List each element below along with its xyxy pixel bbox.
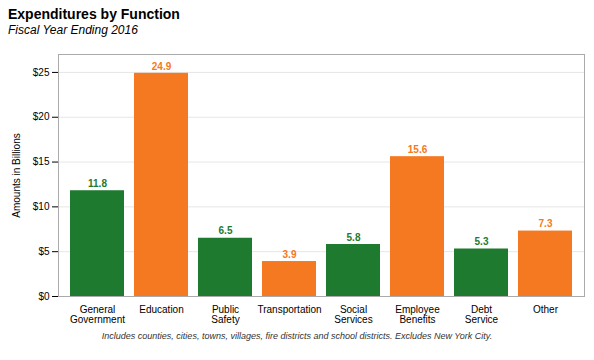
svg-text:7.3: 7.3 [539,218,553,229]
svg-text:$10: $10 [33,201,50,212]
svg-text:$25: $25 [33,67,50,78]
svg-text:3.9: 3.9 [283,249,297,260]
html-text:Fiscal Year Ending 2016: Fiscal Year Ending 2016 [8,23,138,37]
svg-text:$5: $5 [38,246,50,257]
svg-text:Amounts in Billions: Amounts in Billions [11,133,22,217]
svg-text:24.9: 24.9 [152,61,172,72]
svg-text:$20: $20 [33,111,50,122]
svg-text:15.6: 15.6 [408,144,428,155]
svg-text:GeneralGovernment: GeneralGovernment [70,304,125,325]
html-text:Includes counties, cities, tow: Includes counties, cities, towns, villag… [101,331,493,341]
svg-text:Transportation: Transportation [257,304,321,315]
svg-text:$15: $15 [33,156,50,167]
svg-text:6.5: 6.5 [219,225,233,236]
svg-text:SocialServices: SocialServices [334,304,372,325]
svg-text:5.3: 5.3 [475,236,489,247]
svg-text:$0: $0 [38,291,50,302]
svg-text:5.8: 5.8 [347,232,361,243]
svg-text:Other: Other [533,304,559,315]
html-text:Expenditures by Function: Expenditures by Function [8,6,180,22]
svg-text:PublicSafety: PublicSafety [211,304,239,325]
svg-text:DebtService: DebtService [465,304,499,325]
svg-text:11.8: 11.8 [88,178,107,189]
svg-text:Education: Education [139,304,183,315]
svg-text:EmployeeBenefits: EmployeeBenefits [395,304,440,325]
